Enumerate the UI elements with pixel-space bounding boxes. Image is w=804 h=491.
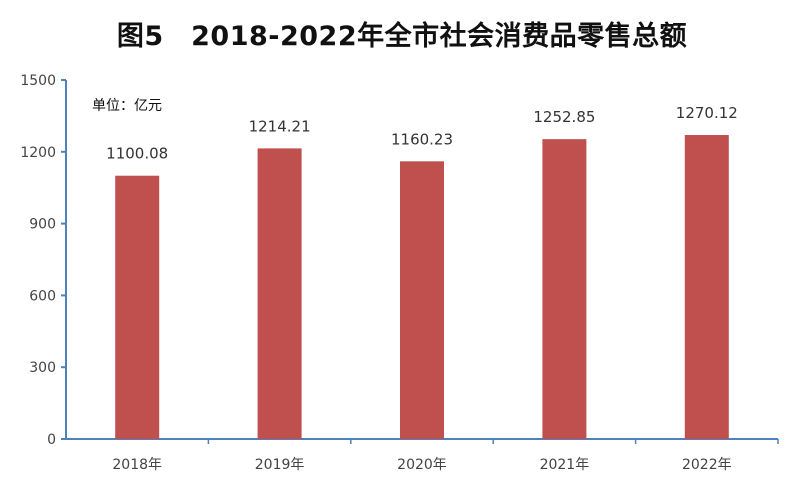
data-label: 1100.08 xyxy=(106,145,168,163)
bar xyxy=(684,135,729,439)
x-tick-label: 2021年 xyxy=(540,457,590,473)
x-tick-label: 2018年 xyxy=(112,457,162,473)
y-tick-label: 1500 xyxy=(20,73,56,89)
unit-label: 单位：亿元 xyxy=(92,98,162,114)
y-tick-label: 0 xyxy=(47,432,56,448)
x-tick-label: 2022年 xyxy=(682,457,732,473)
y-tick-label: 300 xyxy=(29,360,56,376)
bar xyxy=(542,139,587,439)
bar xyxy=(115,175,160,440)
x-tick-label: 2019年 xyxy=(255,457,305,473)
data-label: 1270.12 xyxy=(676,104,738,122)
chart-title: 图5 2018-2022年全市社会消费品零售总额 xyxy=(116,21,688,52)
bar xyxy=(257,148,302,439)
data-label: 1252.85 xyxy=(533,108,595,126)
bar xyxy=(400,161,444,439)
y-tick-label: 1200 xyxy=(20,145,56,161)
y-tick-label: 600 xyxy=(29,288,56,304)
y-tick-label: 900 xyxy=(29,217,56,233)
x-tick-label: 2020年 xyxy=(397,457,447,473)
data-label: 1214.21 xyxy=(249,117,311,135)
data-label: 1160.23 xyxy=(391,130,453,148)
